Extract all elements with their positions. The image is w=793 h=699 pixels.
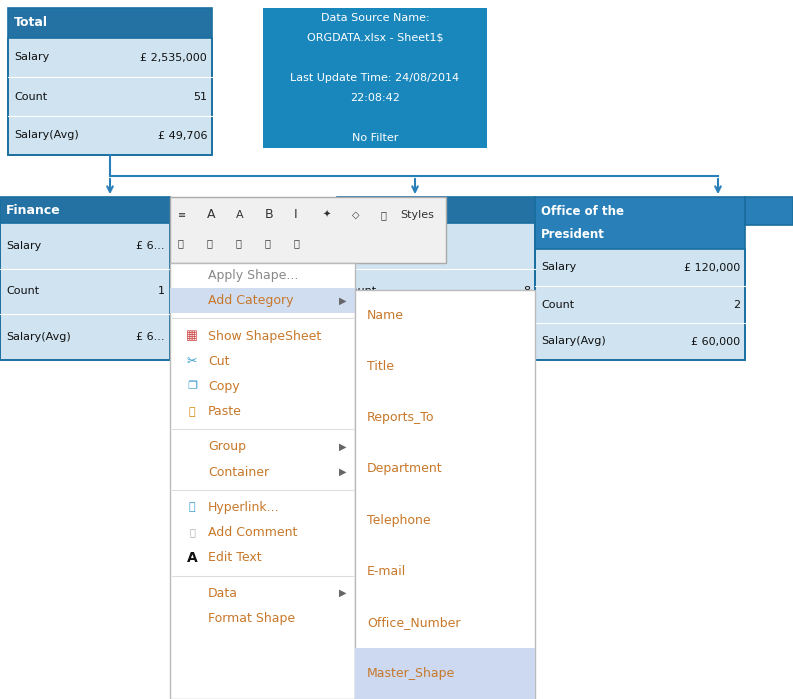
Bar [170, 197, 446, 263]
Text: Salary(Avg): Salary(Avg) [14, 131, 79, 140]
Text: Hyperlink...: Hyperlink... [208, 501, 280, 514]
Text: ⬜: ⬜ [265, 238, 271, 248]
Text: ⬜: ⬜ [207, 238, 213, 248]
Text: Group: Group [208, 440, 246, 454]
Text: £ 49,706: £ 49,706 [158, 131, 207, 140]
Text: ⬜: ⬜ [381, 210, 387, 220]
Bar [8, 8, 212, 38]
Text: 2: 2 [733, 299, 740, 310]
Text: ≡: ≡ [178, 210, 186, 220]
Text: Data Source Name:: Data Source Name: [320, 13, 429, 23]
Text: Name: Name [367, 309, 404, 322]
Text: Cut: Cut [208, 355, 229, 368]
Text: Last Update Time: 24/08/2014: Last Update Time: 24/08/2014 [290, 73, 460, 83]
Text: £ 2,535,000: £ 2,535,000 [140, 52, 207, 62]
Bar [8, 8, 212, 155]
Text: President: President [541, 228, 605, 241]
Text: Count: Count [14, 92, 47, 101]
Text: Salary(Avg): Salary(Avg) [541, 336, 606, 347]
Text: Apply Shape...: Apply Shape... [208, 269, 298, 282]
Bar [337, 197, 535, 360]
Text: A: A [186, 551, 197, 565]
Text: E-mail: E-mail [367, 565, 406, 577]
Text: B: B [265, 208, 274, 222]
Text: Salary: Salary [14, 52, 49, 62]
Text: ✂: ✂ [186, 355, 197, 368]
Text: Telephone: Telephone [367, 514, 431, 526]
Text: No Filter: No Filter [352, 133, 398, 143]
Text: I: I [294, 208, 297, 222]
Text: £ 48,750: £ 48,750 [481, 332, 530, 343]
Text: Master_Shape: Master_Shape [367, 667, 455, 680]
Text: ▶: ▶ [339, 296, 347, 305]
Text: £ 120,000: £ 120,000 [684, 263, 740, 273]
Text: Salary(Avg): Salary(Avg) [343, 332, 408, 343]
Text: £ 6...: £ 6... [136, 241, 165, 251]
Text: Reports_To: Reports_To [367, 411, 435, 424]
Bar [535, 197, 745, 249]
Text: Paste: Paste [208, 405, 242, 418]
Bar [337, 197, 535, 223]
Text: ⬜: ⬜ [178, 238, 184, 248]
Text: ▶: ▶ [339, 588, 347, 598]
Text: £ 60,000: £ 60,000 [691, 336, 740, 347]
Text: ▶: ▶ [339, 442, 347, 452]
Bar [535, 249, 745, 360]
Bar [170, 263, 355, 699]
Text: Copy: Copy [208, 380, 239, 393]
Bar [263, 8, 487, 148]
Bar [337, 223, 535, 360]
Text: Count: Count [6, 287, 39, 296]
Text: Add Category: Add Category [208, 294, 293, 308]
Bar [355, 648, 535, 699]
Text: ⬜: ⬜ [294, 238, 300, 248]
Text: Styles: Styles [400, 210, 434, 220]
Bar [0, 197, 170, 360]
Text: Salary: Salary [6, 241, 41, 251]
Text: Finance: Finance [6, 203, 61, 217]
Text: A: A [207, 208, 216, 222]
Text: Show ShapeSheet: Show ShapeSheet [208, 330, 321, 343]
Text: ▦: ▦ [186, 330, 198, 343]
Text: A: A [236, 210, 243, 220]
Text: ⬜: ⬜ [236, 238, 242, 248]
Text: Data: Data [208, 586, 238, 600]
Text: 51: 51 [193, 92, 207, 101]
Text: Salary(Avg): Salary(Avg) [6, 332, 71, 343]
Text: ✦: ✦ [323, 210, 331, 220]
Bar [745, 197, 793, 225]
Bar [8, 38, 212, 155]
Text: Office of the: Office of the [541, 205, 624, 218]
Bar [355, 290, 535, 699]
Text: 22:08:42: 22:08:42 [350, 93, 400, 103]
Text: Container: Container [208, 466, 269, 479]
Text: Salary: Salary [541, 263, 577, 273]
Text: Count: Count [541, 299, 574, 310]
Text: ◇: ◇ [352, 210, 359, 220]
Bar [535, 197, 745, 360]
Text: Office_Number: Office_Number [367, 616, 461, 629]
Text: 📋: 📋 [189, 407, 195, 417]
Text: 1: 1 [158, 287, 165, 296]
Text: £ 6...: £ 6... [136, 332, 165, 343]
Text: Total: Total [14, 17, 48, 29]
Text: Department: Department [367, 463, 442, 475]
Bar [0, 197, 170, 223]
Text: Edit Text: Edit Text [208, 552, 262, 564]
Text: Format Shape: Format Shape [208, 612, 295, 625]
Text: Count: Count [343, 287, 376, 296]
Text: 8: 8 [523, 287, 530, 296]
Text: Title: Title [367, 360, 394, 373]
Text: 🌐: 🌐 [189, 503, 195, 512]
Text: Add Comment: Add Comment [208, 526, 297, 539]
Bar [170, 288, 355, 313]
Text: ▶: ▶ [339, 467, 347, 477]
Text: ORGDATA.xlsx - Sheet1$: ORGDATA.xlsx - Sheet1$ [307, 33, 443, 43]
Text: ⬜: ⬜ [189, 528, 195, 538]
Bar [0, 223, 170, 360]
Text: ❐: ❐ [187, 382, 197, 391]
